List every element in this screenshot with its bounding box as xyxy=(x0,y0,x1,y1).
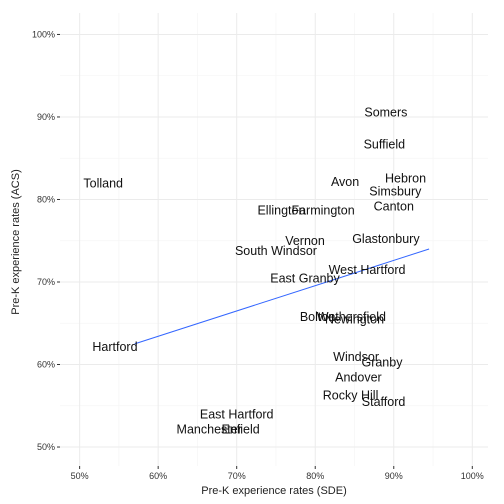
point-labels: Somers Suffield Hebron Tolland Avon SimsburyC… xyxy=(83,106,426,437)
point-label: Canton xyxy=(374,200,414,214)
point-label: Windsor xyxy=(333,350,379,364)
point-label: Vernon xyxy=(285,234,325,248)
point-label: Hebron xyxy=(385,172,426,186)
y-tick-label: 50% xyxy=(37,442,55,452)
point-label: Newington xyxy=(325,313,384,327)
point-label: Bolton xyxy=(300,310,335,324)
y-axis-ticks: 50% 60% 70% 80% 90% 100% xyxy=(32,29,60,452)
x-tick-label: 90% xyxy=(385,471,403,481)
x-tick-label: 80% xyxy=(306,471,324,481)
x-tick-label: 100% xyxy=(461,471,484,481)
y-tick-label: 60% xyxy=(37,360,55,370)
point-label: Andover xyxy=(335,370,382,384)
x-axis-ticks: 50% 60% 70% 80% 90% 100% xyxy=(71,466,484,481)
point-label: Enfield xyxy=(222,422,260,436)
y-tick-label: 90% xyxy=(37,112,55,122)
grid xyxy=(60,13,488,466)
point-label: Glastonbury xyxy=(352,232,420,246)
x-tick-label: 60% xyxy=(149,471,167,481)
x-axis-title: Pre-K experience rates (SDE) xyxy=(201,485,347,497)
x-tick-label: 70% xyxy=(228,471,246,481)
point-label: Simsbury xyxy=(369,185,422,199)
y-axis-title: Pre-K experience rates (ACS) xyxy=(10,169,22,315)
y-tick-label: 70% xyxy=(37,277,55,287)
point-label: Rocky Hill xyxy=(323,389,379,403)
point-label: Stafford xyxy=(362,395,406,409)
point-label: Manchester xyxy=(177,422,242,436)
point-label: South Windsor xyxy=(235,244,317,258)
point-label: Wethersfield xyxy=(317,310,386,324)
point-label: Somers xyxy=(364,106,407,120)
point-label: Suffield xyxy=(364,138,406,152)
point-label: East Hartford xyxy=(200,408,274,422)
point-label: Tolland xyxy=(83,176,123,190)
point-label: West Hartford xyxy=(329,263,406,277)
point-label: Hartford xyxy=(92,340,137,354)
x-tick-label: 50% xyxy=(71,471,89,481)
point-label: East Granby xyxy=(270,271,340,285)
point-label: Ellington xyxy=(257,204,305,218)
y-tick-label: 80% xyxy=(37,194,55,204)
y-tick-label: 100% xyxy=(32,29,55,39)
trend-line xyxy=(134,248,430,345)
point-label: Granby xyxy=(361,356,403,370)
point-label: Farmington xyxy=(291,204,354,218)
point-label: Avon xyxy=(331,175,359,189)
